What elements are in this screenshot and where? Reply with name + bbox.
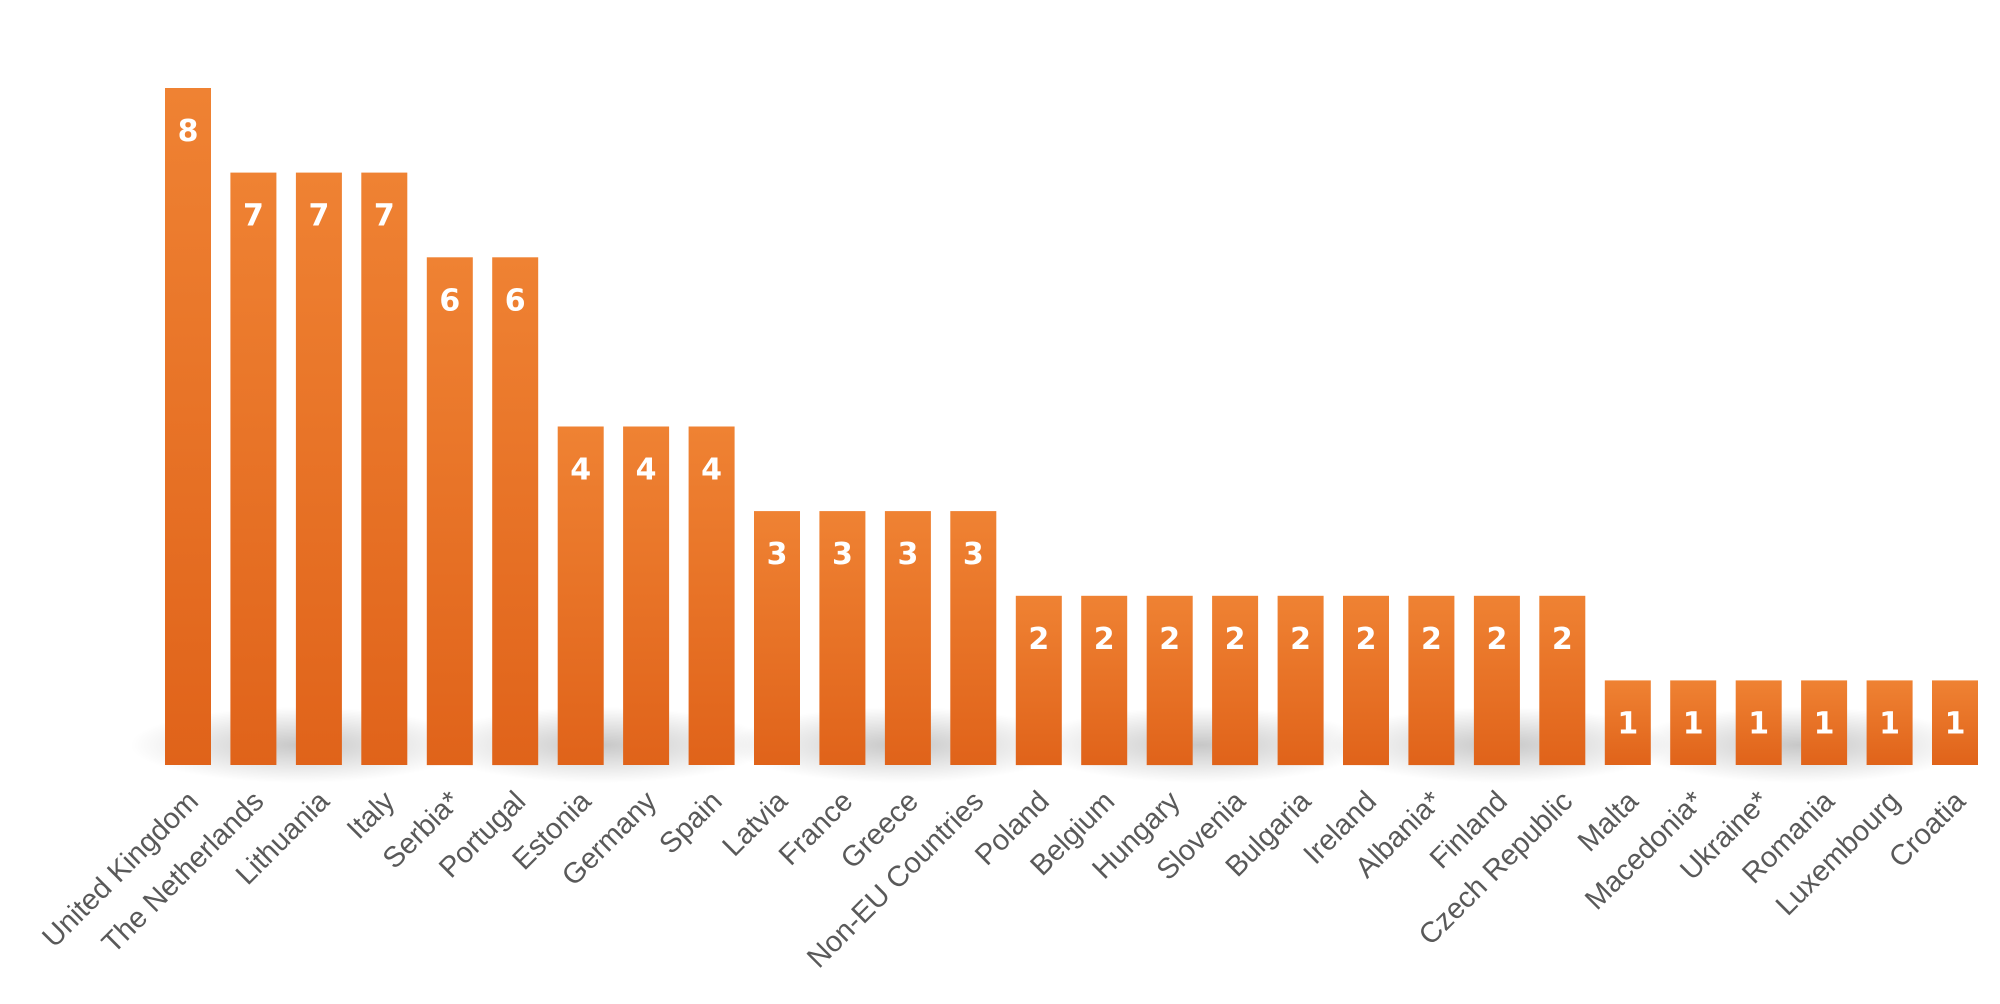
- data-label: 2: [1225, 622, 1246, 657]
- data-label: 2: [1159, 622, 1180, 657]
- data-label: 6: [439, 283, 460, 318]
- data-label: 3: [767, 537, 788, 572]
- bar-italy: [361, 172, 408, 766]
- data-label: 3: [963, 537, 984, 572]
- data-label: 8: [178, 114, 199, 149]
- data-label: 1: [1617, 706, 1638, 741]
- bar-poland: [1015, 595, 1062, 766]
- bar-macedonia: [1670, 680, 1717, 765]
- bar-greece: [884, 511, 931, 765]
- bar-spain: [688, 426, 735, 765]
- data-label: 2: [1552, 622, 1573, 657]
- bar-non-eu-countries: [950, 511, 997, 765]
- data-label: 7: [374, 199, 395, 234]
- bars-layer: [165, 88, 1978, 766]
- bar-bulgaria: [1277, 595, 1324, 766]
- x-tick-label: Spain: [653, 785, 728, 860]
- bar-estonia: [557, 426, 604, 765]
- bar-czech-republic: [1539, 595, 1586, 766]
- bar-belgium: [1081, 595, 1128, 766]
- data-label: 1: [1748, 706, 1769, 741]
- data-label: 1: [1814, 706, 1835, 741]
- bar-united-kingdom: [165, 88, 211, 765]
- data-label: 4: [570, 453, 591, 488]
- data-label: 2: [1486, 622, 1507, 657]
- bar-luxembourg: [1866, 680, 1913, 765]
- data-label: 4: [636, 453, 657, 488]
- data-label: 2: [1356, 622, 1377, 657]
- data-label: 2: [1290, 622, 1311, 657]
- bar-slovenia: [1212, 595, 1259, 766]
- bar-serbia: [426, 257, 473, 766]
- data-label: 7: [308, 199, 329, 234]
- data-label: 4: [701, 453, 722, 488]
- data-label: 1: [1683, 706, 1704, 741]
- bar-portugal: [492, 257, 539, 766]
- bar-finland: [1473, 595, 1520, 766]
- data-label: 2: [1028, 622, 1049, 657]
- data-label: 3: [832, 537, 853, 572]
- bar-the-netherlands: [230, 172, 277, 766]
- bar-ireland: [1343, 595, 1389, 766]
- bar-romania: [1801, 680, 1848, 765]
- bar-ukraine: [1735, 680, 1782, 765]
- data-label: 6: [505, 283, 526, 318]
- bar-lithuania: [295, 172, 342, 766]
- bar-latvia: [754, 511, 800, 765]
- data-label: 2: [1421, 622, 1442, 657]
- data-label: 7: [243, 199, 264, 234]
- bar-germany: [623, 426, 670, 765]
- bar-albania: [1408, 595, 1455, 766]
- data-label: 2: [1094, 622, 1115, 657]
- bar-hungary: [1146, 595, 1193, 766]
- data-label: 1: [1945, 706, 1966, 741]
- data-label: 3: [897, 537, 918, 572]
- data-labels-layer: 8 7 7 7 6 6 4 4 4 3 3 3 3 2 2 2 2 2 2 2 2 2 1 1 1 1 1 1: [178, 114, 1966, 741]
- bar-malta: [1604, 680, 1651, 765]
- bar-croatia: [1932, 680, 1978, 765]
- data-label: 1: [1879, 706, 1900, 741]
- bar-france: [819, 511, 866, 765]
